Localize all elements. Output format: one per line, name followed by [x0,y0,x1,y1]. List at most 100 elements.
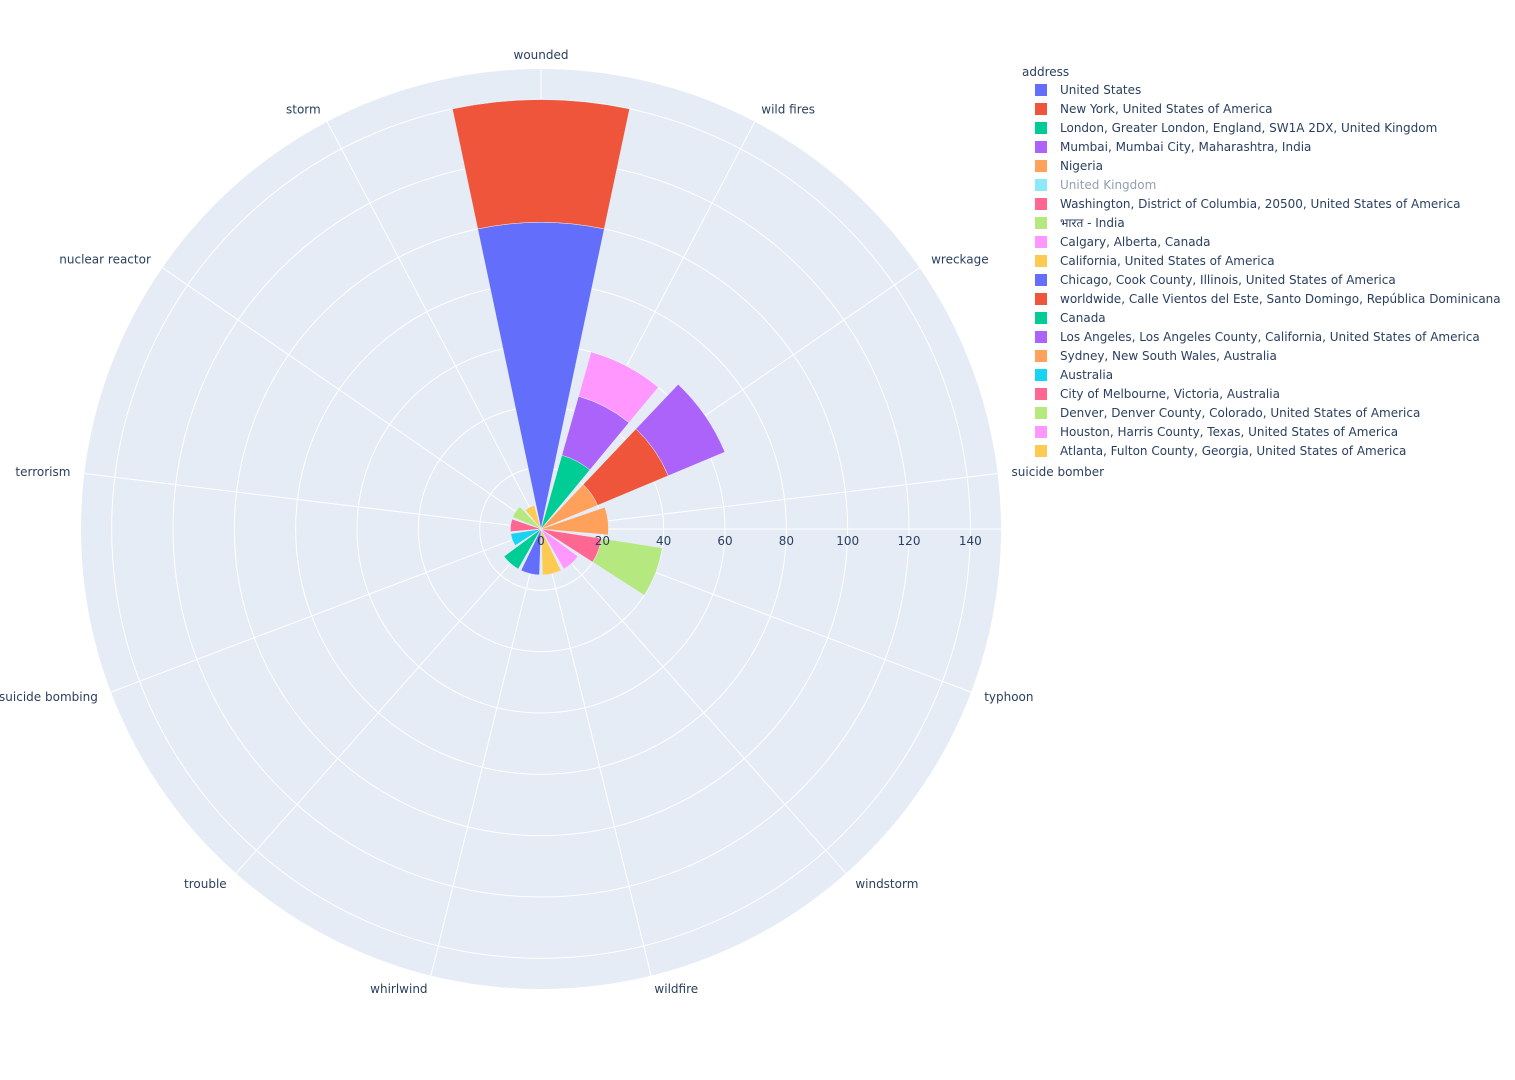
angular-label: whirlwind [370,982,427,996]
legend-swatch [1035,217,1047,229]
legend-label: Calgary, Alberta, Canada [1060,235,1211,249]
bar-los-angeles-los-angeles-county-california-united-states-of-america[interactable] [635,383,726,477]
angular-label: wounded [514,48,569,62]
legend-item[interactable]: worldwide, Calle Vientos del Este, Santo… [1035,292,1501,306]
angular-label: terrorism [15,465,70,479]
legend-label: Mumbai, Mumbai City, Maharashtra, India [1060,140,1311,154]
legend-swatch [1035,141,1047,153]
radial-tick-label: 100 [836,534,859,548]
angular-label: storm [286,102,321,116]
legend-item[interactable]: Chicago, Cook County, Illinois, United S… [1035,273,1396,287]
angular-label: wildfire [654,982,698,996]
legend-label: Los Angeles, Los Angeles County, Califor… [1060,330,1480,344]
grid-spoke [540,528,847,874]
grid-spoke [235,528,542,874]
legend-swatch [1035,312,1047,324]
legend-item[interactable]: Houston, Harris County, Texas, United St… [1035,425,1398,439]
legend-swatch [1035,122,1047,134]
grid-spoke [540,473,998,530]
legend-item[interactable]: Australia [1035,368,1113,382]
legend-swatch [1035,103,1047,115]
legend-swatch [1035,369,1047,381]
legend-item[interactable]: London, Greater London, England, SW1A 2D… [1035,121,1437,135]
legend-label: California, United States of America [1060,254,1275,268]
angular-label: suicide bombing [0,690,98,704]
legend-item[interactable]: Los Angeles, Los Angeles County, Califor… [1035,330,1480,344]
angular-label: wild fires [761,102,815,116]
legend-item[interactable]: United States [1035,83,1141,97]
legend-item[interactable]: California, United States of America [1035,254,1275,268]
bar-denver-denver-county-colorado-united-states-of-america[interactable] [512,506,542,530]
angular-axis-labels: wounded wild fires wreckage suicide bomber t… [0,48,1104,996]
angular-label: wreckage [931,253,989,267]
legend-label: worldwide, Calle Vientos del Este, Santo… [1060,292,1501,306]
legend-label: Houston, Harris County, Texas, United St… [1060,425,1398,439]
legend-title: address [1022,65,1069,79]
legend-swatch [1035,407,1047,419]
legend-swatch [1035,255,1047,267]
legend-swatch [1035,274,1047,286]
bar-sydney-new-south-wales-australia[interactable] [540,506,609,536]
bar-california-united-states-of-america[interactable] [540,528,562,576]
legend-swatch [1035,236,1047,248]
legend-swatch [1035,179,1047,191]
legend-item[interactable]: Mumbai, Mumbai City, Maharashtra, India [1035,140,1311,154]
radial-tick-label: 80 [779,534,794,548]
legend-item[interactable]: भारत - India [1035,216,1125,230]
grid-spoke [326,121,542,530]
angular-label: trouble [184,877,227,891]
grid-spoke [430,528,542,976]
legend-label: Washington, District of Columbia, 20500,… [1060,197,1460,211]
legend-item[interactable]: Nigeria [1035,159,1103,173]
legend-item[interactable]: Calgary, Alberta, Canada [1035,235,1211,249]
legend-swatch [1035,445,1047,457]
angular-label: nuclear reactor [59,253,151,267]
angular-label: windstorm [855,877,918,891]
legend-swatch [1035,388,1047,400]
legend-label: United States [1060,83,1141,97]
bar-canada[interactable] [503,528,542,570]
angular-label: suicide bomber [1012,465,1105,479]
legend-item[interactable]: Denver, Denver County, Colorado, United … [1035,406,1420,420]
legend-item[interactable]: Canada [1035,311,1106,325]
bar-houston-harris-county-texas-united-states-of-america[interactable] [540,528,579,570]
legend-item[interactable]: City of Melbourne, Victoria, Australia [1035,387,1280,401]
legend-item[interactable]: New York, United States of America [1035,102,1273,116]
legend-swatch [1035,84,1047,96]
legend-label: Atlanta, Fulton County, Georgia, United … [1060,444,1406,458]
bar-chicago-cook-county-illinois-united-states-of-america[interactable] [520,528,542,576]
radial-tick-label: 0 [537,534,545,548]
legend-label: Canada [1060,311,1106,325]
radial-axis-ticks: 0 20 40 60 80 100 120 140 [537,534,982,548]
grid-spoke [110,528,542,693]
radial-tick-label: 140 [959,534,982,548]
legend-label: New York, United States of America [1060,102,1273,116]
bar-new-york-united-states-of-america[interactable] [452,99,630,230]
legend-label: London, Greater London, England, SW1A 2D… [1060,121,1437,135]
legend-swatch [1035,426,1047,438]
bar-australia[interactable] [510,528,542,546]
legend-label: Sydney, New South Wales, Australia [1060,349,1277,363]
grid-spoke [540,528,652,976]
legend-label: भारत - India [1060,216,1125,230]
legend-item[interactable]: United Kingdom [1035,178,1156,192]
bar-calgary-alberta-canada[interactable] [578,351,659,424]
legend-item[interactable]: Atlanta, Fulton County, Georgia, United … [1035,444,1406,458]
radial-tick-label: 20 [595,534,610,548]
legend-item[interactable]: Washington, District of Columbia, 20500,… [1035,197,1460,211]
polar-bars [452,99,726,596]
angular-label: typhoon [984,690,1033,704]
legend-label: Nigeria [1060,159,1103,173]
bar-atlanta-fulton-county-georgia-united-states-of-america[interactable] [525,505,542,530]
legend-item[interactable]: Sydney, New South Wales, Australia [1035,349,1277,363]
legend-label: United Kingdom [1060,178,1156,192]
radial-tick-label: 60 [717,534,732,548]
legend-swatch [1035,331,1047,343]
legend-label: Denver, Denver County, Colorado, United … [1060,406,1420,420]
grid-spoke [84,473,542,530]
bar-city-of-melbourne-victoria-australia[interactable] [510,518,542,532]
legend-label: Australia [1060,368,1113,382]
legend: address United States New York, United St… [1022,65,1501,458]
bar-india[interactable] [592,538,663,596]
